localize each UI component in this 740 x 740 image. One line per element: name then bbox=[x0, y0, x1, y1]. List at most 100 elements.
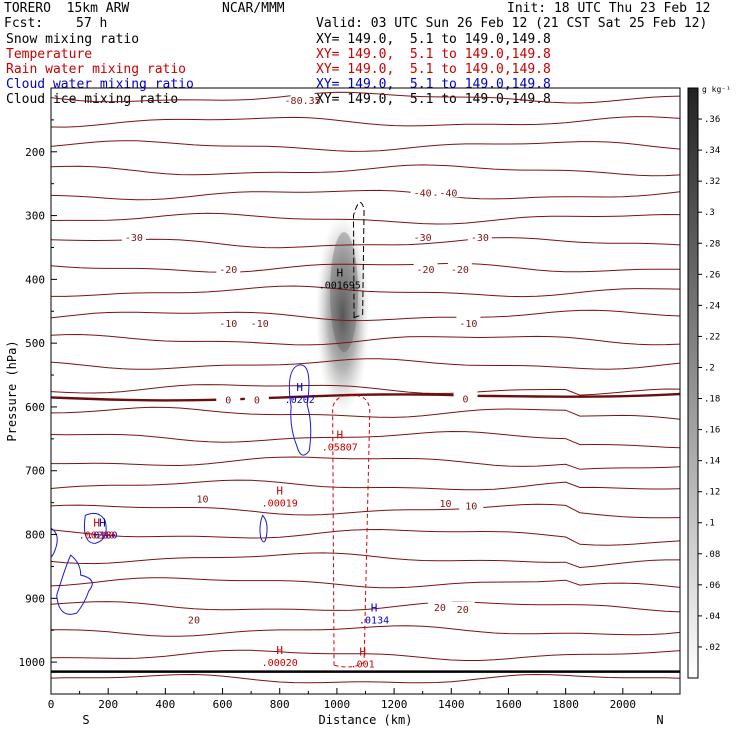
isotherm-line bbox=[50, 189, 681, 201]
cloud-water-contour bbox=[83, 512, 107, 544]
legend-rain-label: Rain water mixing ratio bbox=[6, 62, 187, 77]
isotherm-label: -30 bbox=[471, 233, 489, 244]
isotherm-label: 10 bbox=[197, 494, 209, 505]
x-tick-label: 200 bbox=[98, 698, 118, 711]
y-tick-label: 300 bbox=[25, 210, 45, 223]
maximum-value: .00280 bbox=[79, 530, 115, 541]
colorbar-tick-label: .32 bbox=[704, 177, 720, 187]
x-tick-label: 1600 bbox=[495, 698, 522, 711]
forecast-label: Fcst: bbox=[4, 16, 44, 31]
contour-labels: -80.35 -40 -40 -30 -30 -30 -20 -20 -20 -10 -10 -10 0… bbox=[79, 92, 492, 670]
snow-shaded-core bbox=[330, 232, 359, 353]
x-axis-label: Distance (km) bbox=[319, 713, 413, 727]
valid-time: Valid: 03 UTC Sun 26 Feb 12 (21 CST Sat … bbox=[316, 16, 708, 31]
maximum-marker: H bbox=[296, 381, 303, 394]
legend-temperature-xy: XY= 149.0, 5.1 to 149.0,149.8 bbox=[316, 47, 551, 62]
isotherm-label-bg bbox=[216, 392, 241, 405]
forecast-hour: 57 h bbox=[76, 16, 108, 31]
isotherm-label: 10 bbox=[440, 499, 452, 510]
colorbar: .02 .04 .06 .08 .1 .12 .14 .16 .18 .2 .22 .24 .26 .28… bbox=[687, 85, 731, 679]
isotherm-line bbox=[50, 673, 681, 684]
legend-snow-xy: XY= 149.0, 5.1 to 149.0,149.8 bbox=[316, 32, 551, 47]
isotherm-label-bg bbox=[181, 612, 206, 625]
colorbar-tick-label: .14 bbox=[704, 457, 720, 467]
isotherm-line bbox=[50, 601, 681, 613]
isotherm-label: -10 bbox=[459, 319, 477, 330]
model-name: TORERO 15km ARW bbox=[4, 1, 130, 16]
maximum-value: .05807 bbox=[322, 442, 358, 453]
maximum-value: .0180 bbox=[87, 530, 117, 541]
isotherm-line bbox=[50, 479, 681, 491]
colorbar-tick-label: .3 bbox=[704, 208, 715, 218]
x-tick-label: 2000 bbox=[610, 698, 637, 711]
north-end-label: N bbox=[656, 713, 663, 727]
isotherm-line bbox=[50, 552, 680, 569]
cloud-water-contour bbox=[56, 554, 93, 615]
isotherm-line bbox=[50, 503, 681, 519]
colorbar-unit: g kg⁻¹ bbox=[702, 85, 731, 94]
colorbar-tick-label: .16 bbox=[704, 426, 720, 436]
y-tick-label: 400 bbox=[25, 273, 45, 286]
y-tick-label: 500 bbox=[25, 337, 45, 350]
rain-water-contour bbox=[332, 394, 371, 668]
isotherm-line bbox=[51, 285, 681, 298]
temperature-isotherms bbox=[50, 91, 681, 684]
maximum-marker: H bbox=[336, 428, 343, 441]
isotherm-label: -20 bbox=[417, 265, 435, 276]
colorbar-tick-label: .12 bbox=[704, 488, 720, 498]
isotherm-label-bg bbox=[413, 261, 438, 274]
figure-header: TORERO 15km ARW NCAR/MMM Init: 18 UTC Th… bbox=[0, 0, 740, 112]
isotherm-line bbox=[50, 309, 681, 322]
cloud-water-contour bbox=[288, 364, 312, 456]
init-time: Init: 18 UTC Thu 23 Feb 12 bbox=[507, 1, 711, 16]
colorbar-bar bbox=[687, 87, 699, 679]
isotherm-line bbox=[51, 456, 681, 470]
isotherm-line bbox=[50, 164, 681, 177]
isotherm-label-bg bbox=[456, 316, 481, 329]
isotherm-label-bg bbox=[216, 261, 241, 274]
isotherm-label: 10 bbox=[465, 501, 477, 512]
y-tick-label: 900 bbox=[25, 592, 45, 605]
isotherm-line bbox=[51, 625, 681, 637]
maximum-marker: H bbox=[371, 601, 378, 614]
isotherm-label-bg bbox=[453, 391, 478, 404]
colorbar-tick-label: .34 bbox=[704, 146, 720, 156]
isotherm-line bbox=[50, 384, 681, 396]
isotherm-label-bg bbox=[450, 601, 475, 614]
isotherm-line bbox=[50, 212, 681, 225]
colorbar-tick-label: .22 bbox=[704, 332, 720, 342]
colorbar-tick-label: .02 bbox=[704, 643, 720, 653]
legend-cloud-ice-label: Cloud ice mixing ratio bbox=[6, 92, 179, 107]
maximum-value: .0134 bbox=[359, 615, 389, 626]
isotherm-line bbox=[50, 140, 681, 152]
x-tick-label: 1800 bbox=[552, 698, 579, 711]
x-tick-label: 800 bbox=[270, 698, 290, 711]
organization: NCAR/MMM bbox=[222, 1, 285, 16]
maximum-marker: H bbox=[336, 266, 343, 279]
isotherm-line bbox=[50, 358, 681, 370]
isotherm-line bbox=[50, 528, 681, 546]
colorbar-tick-label: .08 bbox=[704, 550, 720, 560]
isotherm-label-bg bbox=[410, 185, 435, 198]
maximum-value: .00019 bbox=[262, 499, 298, 510]
maximum-marker: H bbox=[276, 644, 283, 657]
isotherm-label: 20 bbox=[457, 605, 469, 616]
south-end-label: S bbox=[82, 713, 89, 727]
colorbar-tick-label: .06 bbox=[704, 581, 720, 591]
isotherm-label-bg bbox=[427, 599, 452, 612]
isotherm-label-bg bbox=[216, 316, 241, 329]
isotherm-label: -80.35 bbox=[285, 96, 321, 107]
isotherm-label: -20 bbox=[451, 265, 469, 276]
x-tick-label: 1200 bbox=[381, 698, 408, 711]
colorbar-tick-label: .2 bbox=[704, 363, 715, 373]
isotherm-label-bg bbox=[467, 229, 492, 242]
hydrometeor-contours bbox=[50, 202, 680, 673]
maximum-value: .0202 bbox=[285, 395, 315, 406]
plot-frame bbox=[50, 87, 681, 695]
isotherm-label: 0 bbox=[254, 396, 260, 407]
colorbar-tick-label: .26 bbox=[704, 270, 720, 280]
x-tick-label: 0 bbox=[48, 698, 55, 711]
cloud-water-contour bbox=[259, 514, 268, 543]
isotherm-label-bg bbox=[459, 498, 484, 511]
